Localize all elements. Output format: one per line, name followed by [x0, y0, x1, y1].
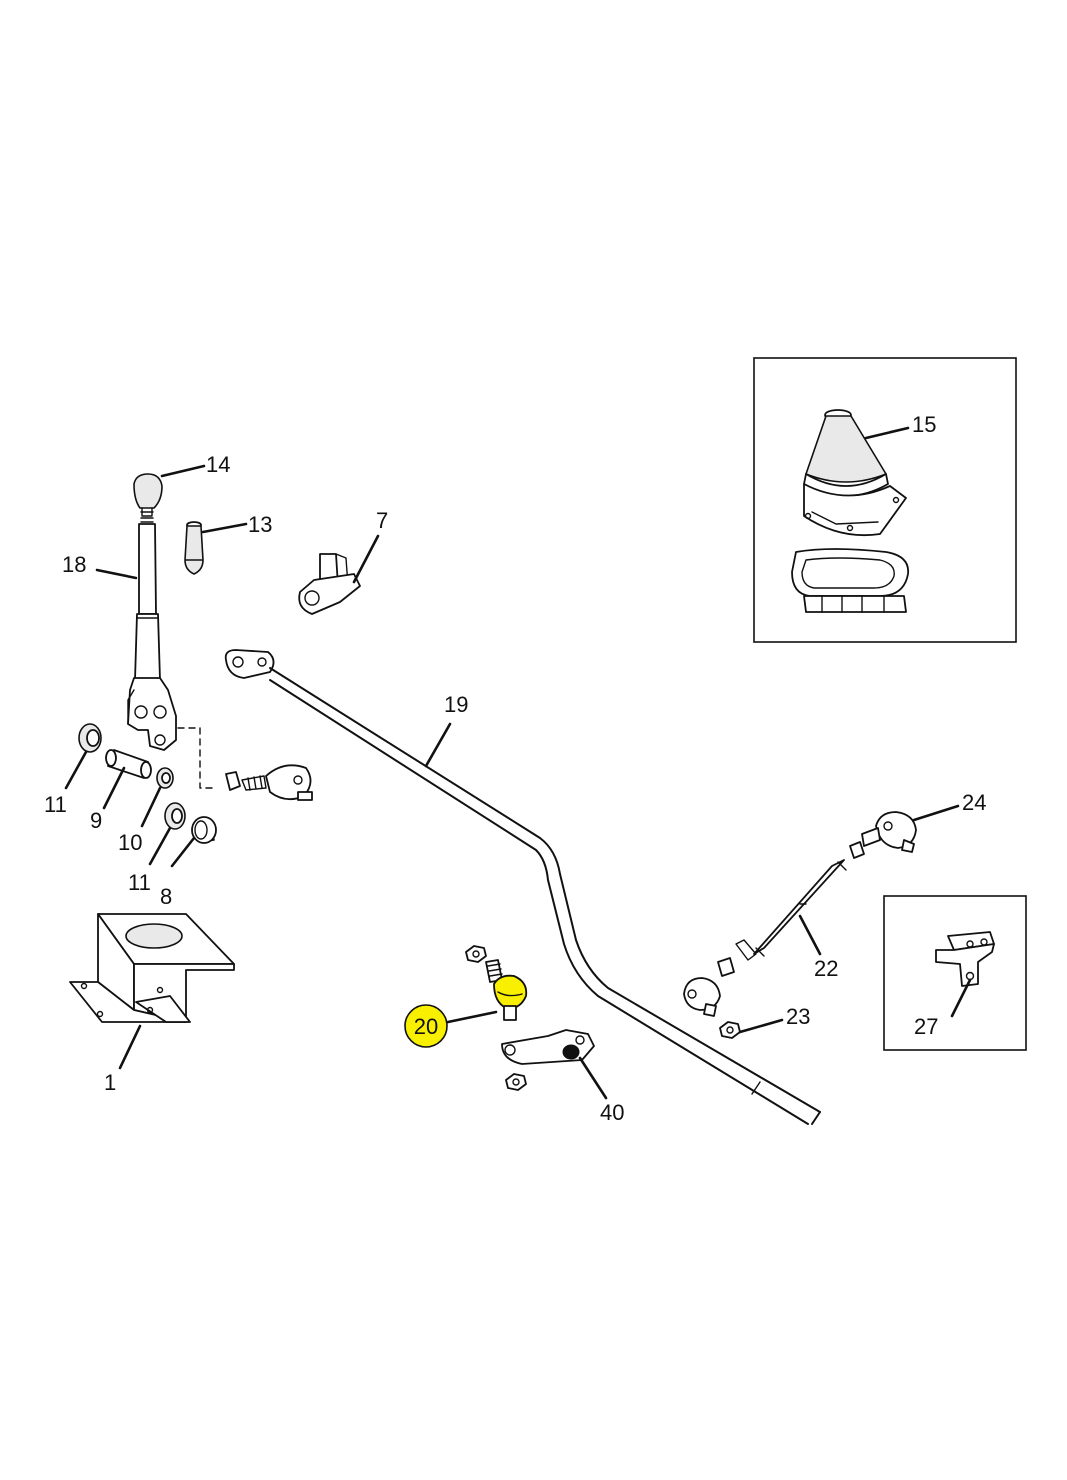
mounting-bracket	[69, 913, 235, 1023]
callout-18[interactable]: 18	[62, 552, 86, 577]
callout-40[interactable]: 40	[600, 1100, 624, 1125]
nut-23	[719, 1021, 741, 1039]
bushings-and-washers	[78, 723, 217, 844]
detail-box-boot	[753, 357, 1017, 643]
callout-8[interactable]: 8	[160, 884, 172, 909]
callout-13[interactable]: 13	[248, 512, 272, 537]
adjustable-rod	[683, 811, 917, 1039]
shift-rod	[224, 649, 821, 1125]
washer-11-lower	[164, 802, 186, 830]
leader-lines	[64, 426, 972, 1100]
callout-9[interactable]: 9	[90, 808, 102, 833]
callout-20-highlight-circle	[404, 1004, 448, 1048]
callout-10[interactable]: 10	[118, 830, 142, 855]
callout-22[interactable]: 22	[814, 956, 838, 981]
shift-boot-illustration	[791, 409, 909, 613]
callout-20-highlighted[interactable]: 20	[404, 1004, 448, 1048]
sleeve-9	[105, 749, 152, 779]
bracket-illustration	[935, 931, 995, 987]
detail-box-bracket	[883, 895, 1027, 1051]
rod-end-24	[861, 811, 917, 853]
shift-lever-assembly	[127, 473, 217, 789]
bushing-8	[191, 816, 217, 844]
washer-10	[156, 767, 174, 789]
ball-stud-assembly	[465, 945, 528, 1021]
lever-cap	[184, 521, 204, 575]
callout-27[interactable]: 27	[914, 1014, 938, 1039]
callout-1[interactable]: 1	[104, 1070, 116, 1095]
shift-knob	[133, 473, 163, 509]
callout-15[interactable]: 15	[912, 412, 936, 437]
callout-11-lower[interactable]: 11	[128, 870, 151, 895]
callout-23[interactable]: 23	[786, 1004, 810, 1029]
callout-19[interactable]: 19	[444, 692, 468, 717]
lever-ball-joint	[225, 764, 313, 801]
callout-14[interactable]: 14	[206, 452, 230, 477]
callout-20[interactable]: 20	[414, 1014, 438, 1039]
ball-stud-20	[493, 974, 528, 1010]
lever-40	[501, 1029, 595, 1091]
lever-bracket	[298, 553, 361, 615]
callout-7[interactable]: 7	[376, 508, 388, 533]
washer-11-upper	[78, 723, 102, 753]
callout-labels: 14 13 18 7 15 19 11 9 10 11 8 24 22 23 2…	[44, 412, 986, 1125]
callout-24[interactable]: 24	[962, 790, 986, 815]
rod-end-lower	[683, 977, 721, 1017]
callout-11-upper[interactable]: 11	[44, 792, 67, 817]
